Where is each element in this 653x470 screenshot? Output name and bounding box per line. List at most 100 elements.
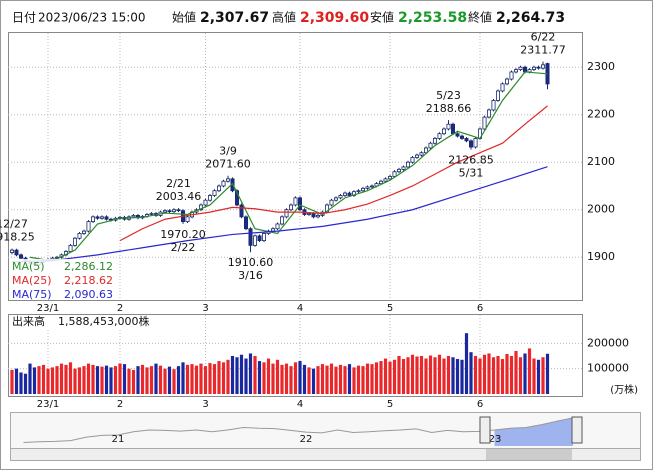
volume-bar [235, 357, 239, 394]
volume-bar [64, 364, 68, 394]
candle-body [167, 210, 172, 213]
volume-bar [311, 368, 316, 394]
x-tick-label: 23/1 [37, 399, 59, 410]
x-tick-label: 4 [297, 303, 303, 314]
volume-bar [86, 363, 91, 394]
volume-bar [208, 363, 212, 394]
volume-header-box [9, 315, 159, 329]
volume-bar [19, 372, 23, 394]
volume-bar [352, 367, 356, 394]
x-tick-label: 2 [117, 303, 123, 314]
candle-body [324, 204, 329, 213]
volume-bar [388, 361, 392, 394]
volume-panel [8, 314, 583, 397]
volume-bar [293, 362, 298, 394]
candle-body [378, 180, 383, 185]
candle-body [306, 213, 311, 215]
volume-bar [410, 354, 415, 394]
candle-body [252, 235, 257, 246]
volume-bar [419, 356, 424, 394]
candle-body [437, 133, 442, 139]
volume-bar [370, 364, 374, 394]
navigator-selection [494, 417, 573, 446]
volume-bar [329, 363, 334, 394]
volume-bar [122, 364, 127, 394]
volume-bar [320, 364, 325, 394]
scroll-thumb[interactable] [486, 449, 572, 460]
candle-body [261, 233, 266, 242]
ma-line [119, 105, 548, 242]
candle-body [514, 69, 519, 73]
volume-bar [334, 366, 338, 394]
volume-bar [379, 361, 383, 394]
candle-body [495, 90, 500, 101]
volume-bar [41, 364, 46, 394]
candle-body [239, 204, 244, 218]
candle-body [104, 216, 109, 220]
volume-bar [284, 363, 289, 394]
volume-bar [469, 352, 473, 394]
candle-body [342, 192, 347, 196]
close-value: 2,264.73 [496, 10, 565, 26]
candle-body [225, 178, 230, 182]
volume-bar [343, 366, 347, 394]
volume-bar [437, 354, 442, 394]
volume-bar [140, 364, 145, 394]
navigator-label: 23 [489, 434, 502, 445]
annotation-date: 3/9 [219, 145, 237, 158]
right-handle[interactable] [571, 416, 583, 444]
volume-bar [172, 369, 176, 394]
candle-body [275, 223, 280, 230]
candle-body [234, 190, 239, 206]
candle-body [360, 187, 365, 192]
volume-bar [14, 368, 19, 394]
annotation-value: 1970.20 [160, 228, 206, 241]
volume-bar [230, 356, 235, 394]
candle-body [365, 186, 370, 189]
price-panel [8, 32, 583, 301]
volume-bar [23, 373, 28, 394]
volume-bar [154, 363, 158, 394]
low-value: 2,253.58 [398, 10, 467, 26]
x-tick-label: 6 [477, 303, 483, 314]
candle-body [518, 66, 523, 70]
candle-body [509, 71, 514, 80]
annotation-value: 2311.77 [520, 44, 566, 57]
volume-bar [487, 353, 491, 394]
high-value: 2,309.60 [300, 10, 369, 26]
annotation-value: 2003.46 [156, 190, 202, 203]
candle-body [82, 230, 87, 234]
volume-bar [149, 366, 154, 394]
low-label: 安値 [370, 10, 394, 25]
annotation-date: 2/22 [171, 241, 196, 254]
candle-body [486, 109, 491, 118]
volume-bar [338, 364, 343, 394]
y-tick-label: 2200 [587, 108, 615, 121]
volume-bar [473, 356, 478, 394]
left-handle[interactable] [479, 416, 491, 444]
candle-body [207, 195, 212, 201]
volume-bar [464, 333, 469, 394]
volume-bar [302, 364, 307, 394]
volume-title: 出来高 [12, 314, 45, 328]
candle-body [423, 147, 428, 154]
volume-bar [482, 354, 487, 394]
volume-bar [226, 359, 230, 394]
candle-body [482, 116, 487, 130]
volume-bar [316, 366, 320, 394]
candle-body [527, 69, 532, 73]
scrollbar[interactable] [10, 448, 641, 461]
candle-body [464, 138, 469, 142]
y-tick-label: 2100 [587, 155, 615, 168]
volume-bar [163, 368, 167, 394]
volume-bar [478, 358, 482, 394]
candle-body [288, 204, 293, 211]
candle-body [221, 180, 226, 187]
navigator-label: 22 [300, 434, 313, 445]
candle-body [450, 123, 455, 135]
candle-body [504, 78, 509, 85]
volume-bar [118, 363, 122, 394]
candle-body [441, 128, 446, 135]
volume-bar [397, 356, 401, 394]
volume-bar [167, 366, 172, 394]
